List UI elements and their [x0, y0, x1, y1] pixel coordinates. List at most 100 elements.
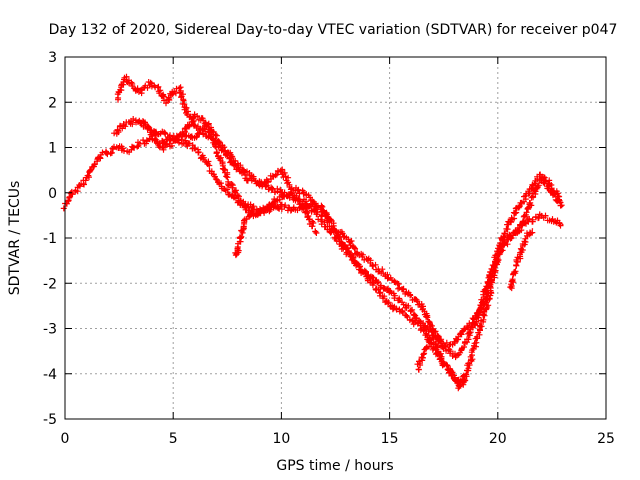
data-point [271, 201, 274, 203]
data-point [367, 259, 369, 262]
data-point [479, 327, 482, 330]
data-point [148, 83, 151, 85]
data-point [518, 255, 521, 257]
data-point [248, 205, 250, 208]
data-point [522, 219, 525, 221]
data-point [139, 92, 142, 94]
data-point [432, 345, 434, 348]
data-point [243, 219, 246, 221]
data-point [183, 133, 185, 135]
data-point [468, 332, 471, 334]
data-point [518, 205, 521, 208]
y-tick-label: -3 [43, 322, 57, 338]
data-point [388, 291, 391, 294]
data-point [399, 300, 402, 303]
data-point [107, 151, 110, 153]
data-point [416, 368, 419, 371]
y-tick-label: -2 [43, 276, 57, 292]
data-point [540, 178, 542, 180]
data-point [557, 201, 560, 203]
series-markers [507, 229, 536, 292]
data-point [323, 214, 326, 217]
data-point [133, 87, 136, 90]
data-point [269, 187, 272, 190]
data-point [139, 142, 142, 144]
data-point [334, 228, 337, 230]
data-point [421, 305, 423, 307]
data-point [85, 178, 88, 180]
data-point [410, 309, 413, 312]
data-point [258, 212, 261, 214]
y-tick-label: 0 [48, 186, 57, 202]
data-point [514, 232, 516, 235]
series-markers [114, 73, 561, 351]
data-point [514, 268, 516, 271]
data-point [161, 133, 164, 135]
grid-lines [65, 57, 606, 419]
data-point [269, 178, 272, 180]
data-point [215, 178, 218, 180]
data-point [540, 214, 542, 217]
data-point [561, 223, 564, 226]
data-point [194, 146, 196, 149]
data-point [531, 196, 534, 199]
data-point [367, 273, 369, 276]
data-point [237, 164, 239, 167]
series-markers [232, 203, 283, 259]
data-point [235, 255, 237, 257]
data-point [421, 323, 423, 325]
data-point [172, 142, 174, 144]
data-series [60, 73, 565, 392]
y-tick-label: 2 [48, 95, 57, 111]
data-point [135, 119, 138, 122]
data-point [250, 214, 252, 217]
data-point [248, 178, 250, 180]
data-point [561, 205, 564, 208]
x-tick-label: 0 [61, 431, 70, 447]
series-track-1 [60, 133, 564, 388]
x-tick-label: 15 [381, 431, 399, 447]
data-point [399, 286, 402, 289]
data-point [345, 250, 348, 253]
data-point [269, 207, 272, 210]
data-point [178, 87, 181, 90]
data-point [280, 205, 283, 208]
data-point [237, 196, 239, 199]
data-point [280, 169, 283, 171]
data-point [308, 219, 311, 221]
data-point [161, 146, 164, 149]
data-point [449, 368, 451, 371]
data-point [313, 210, 315, 212]
data-point [551, 219, 553, 221]
data-point [211, 137, 213, 140]
data-point [531, 219, 534, 221]
data-point [471, 354, 473, 357]
data-point [129, 148, 131, 151]
series-track-3 [114, 73, 561, 351]
series-track-5 [232, 203, 283, 259]
data-point [226, 151, 229, 153]
data-point [124, 76, 127, 79]
data-point [377, 291, 380, 294]
data-point [302, 205, 304, 208]
data-point [129, 121, 131, 124]
data-point [388, 305, 391, 307]
data-point [291, 187, 294, 190]
data-point [248, 173, 250, 176]
data-point [345, 237, 348, 239]
data-point [453, 341, 456, 343]
data-point [509, 219, 512, 221]
data-point [228, 182, 231, 185]
data-point [557, 196, 560, 199]
data-point [194, 124, 196, 126]
data-point [440, 359, 443, 361]
data-point [501, 237, 503, 239]
data-point [548, 187, 551, 190]
data-point [442, 345, 445, 348]
data-point [122, 124, 125, 126]
data-point [77, 187, 79, 190]
data-point [323, 210, 326, 212]
data-point [464, 372, 467, 375]
data-point [157, 87, 159, 90]
